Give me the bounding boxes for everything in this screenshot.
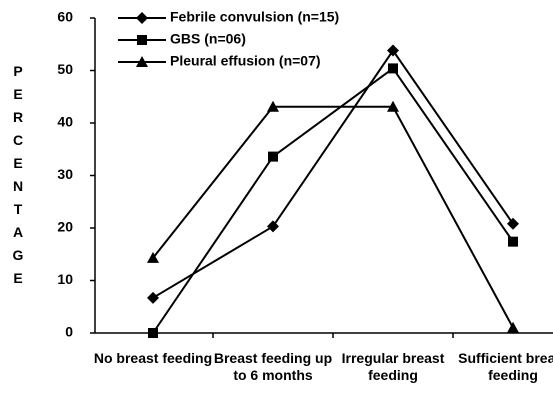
legend-label: Febrile convulsion (n=15) — [170, 9, 339, 25]
y-axis-label: PERCENTAGE — [12, 63, 24, 286]
legend-label: GBS (n=06) — [170, 31, 246, 47]
marker — [137, 35, 147, 45]
x-tick-label: Sufficient breast feeding — [458, 350, 553, 383]
marker — [507, 321, 519, 333]
marker — [136, 12, 148, 24]
y-tick-label: 60 — [57, 9, 73, 25]
marker — [268, 151, 278, 162]
y-tick-label: 10 — [57, 271, 73, 287]
marker — [267, 100, 279, 112]
x-tick-label: No breast feeding — [93, 350, 213, 366]
marker — [148, 328, 158, 338]
y-tick-label: 50 — [57, 61, 73, 77]
marker — [507, 217, 519, 230]
x-tick-label: Breast feeding up to 6 months — [213, 350, 333, 383]
marker — [387, 100, 399, 112]
y-tick-label: 0 — [65, 324, 73, 340]
marker — [508, 236, 518, 247]
legend-label: Pleural effusion (n=07) — [170, 53, 321, 69]
series-line — [152, 105, 514, 329]
y-tick-label: 40 — [57, 114, 73, 130]
marker — [387, 44, 399, 57]
y-tick-label: 30 — [57, 166, 73, 182]
y-tick-label: 20 — [57, 219, 73, 235]
series-line — [152, 66, 514, 334]
marker — [388, 63, 398, 74]
marker — [136, 56, 148, 67]
marker — [267, 220, 279, 233]
x-tick-label: Irregular breast feeding — [341, 350, 445, 383]
marker — [147, 291, 159, 304]
marker — [147, 251, 159, 263]
series-line — [152, 48, 514, 299]
